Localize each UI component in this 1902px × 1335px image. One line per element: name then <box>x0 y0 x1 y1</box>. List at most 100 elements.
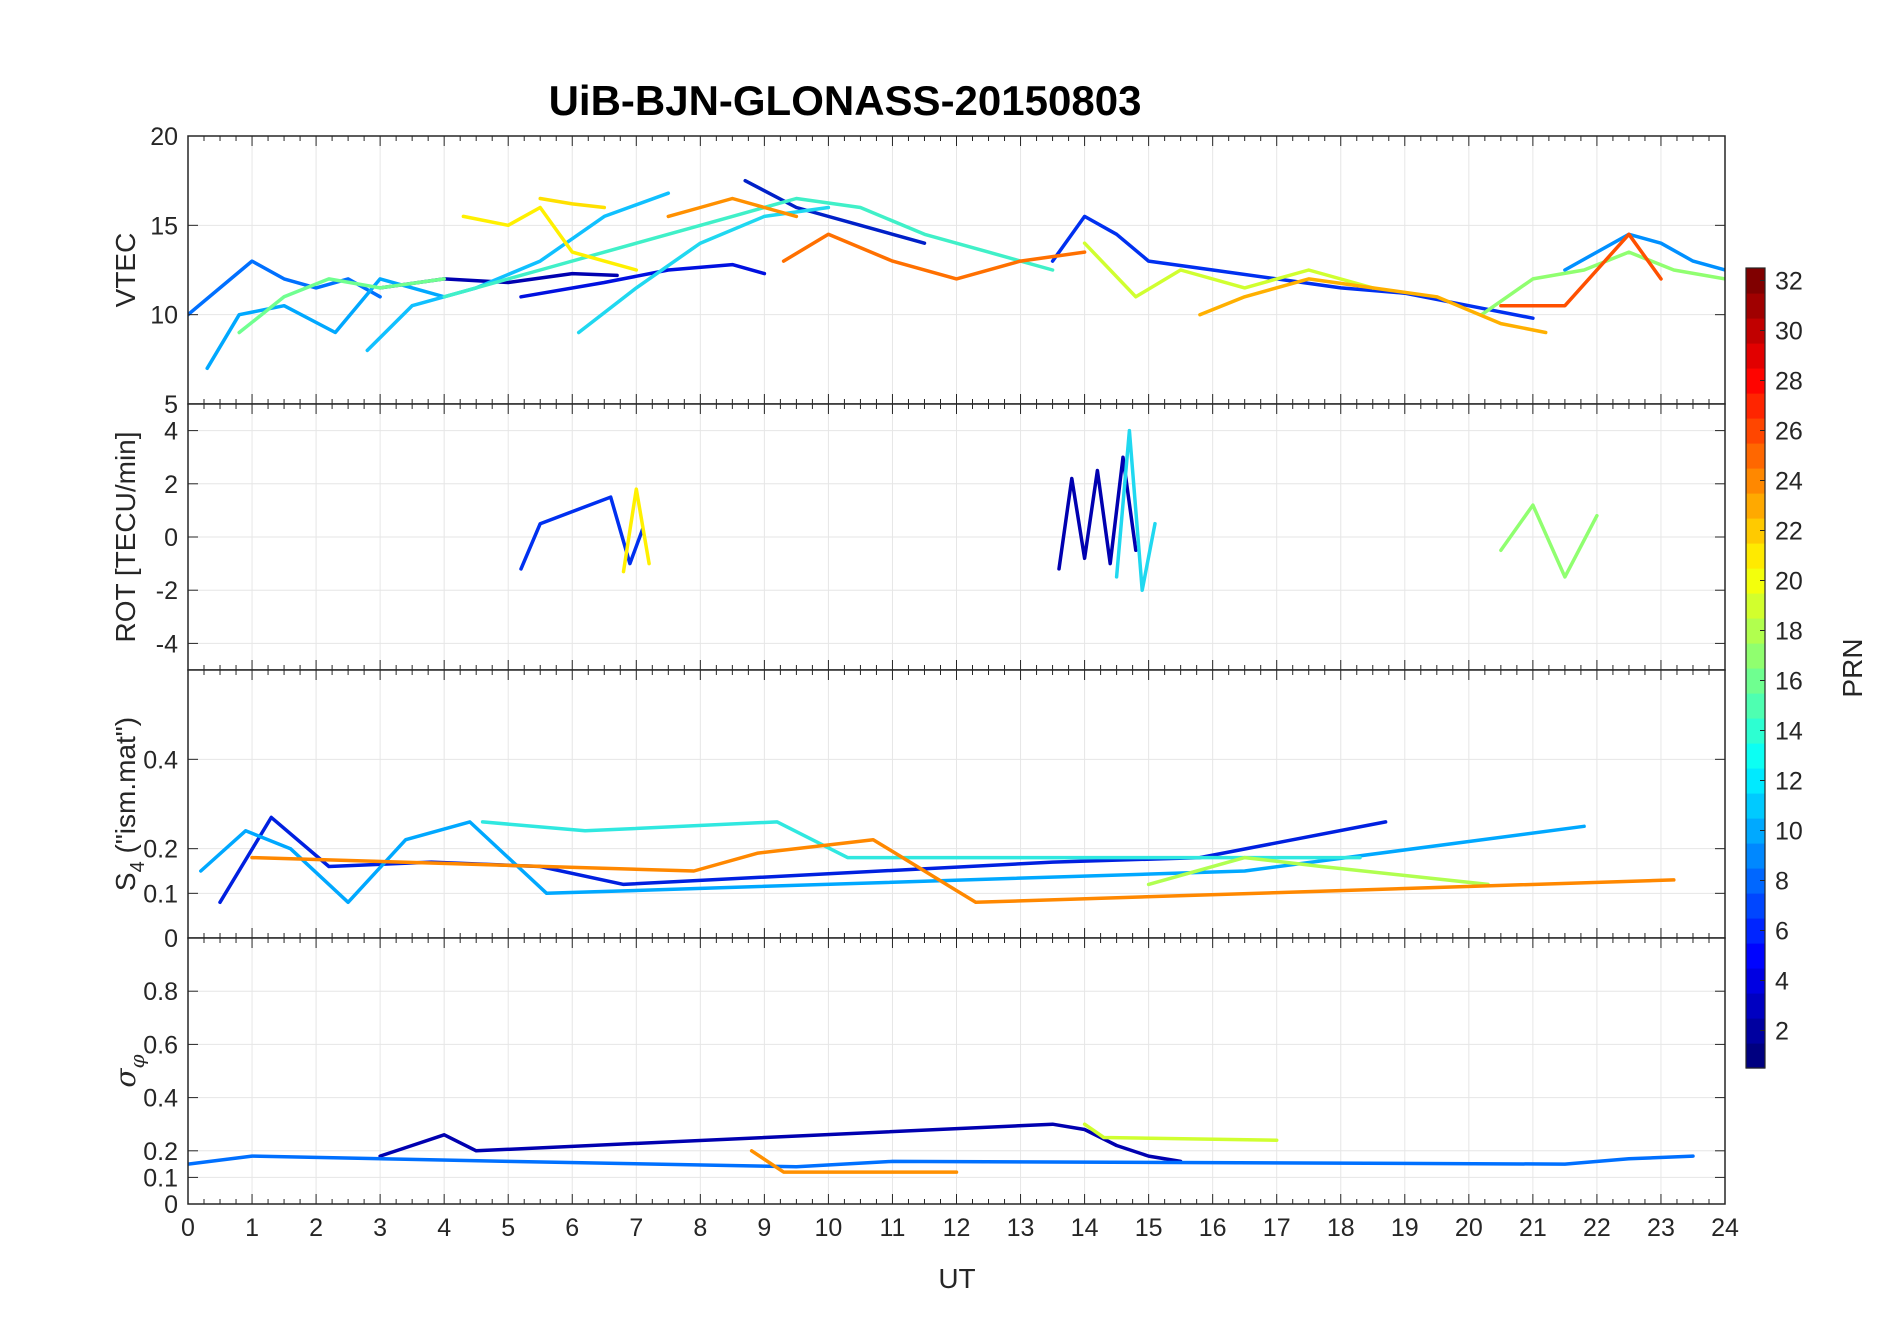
series-group-rot <box>519 428 1599 592</box>
y-axis-label-sigma: σφ <box>109 1054 149 1087</box>
chart-title: UiB-BJN-GLONASS-20150803 <box>549 77 1142 124</box>
colorbar-tick-label: 4 <box>1775 968 1789 996</box>
colorbar-segment <box>1746 993 1765 1019</box>
colorbar-segment <box>1746 868 1765 894</box>
series-line-prn-25 <box>1499 232 1663 308</box>
y-axis-label-rot: ROT [TECU/min] <box>110 431 141 642</box>
y-tick-label: 0.2 <box>143 1138 178 1166</box>
series-line-prn-5 <box>519 495 645 571</box>
x-tick-label: 12 <box>943 1214 971 1242</box>
x-tick-label: 20 <box>1455 1214 1483 1242</box>
colorbar-tick-label: 26 <box>1775 418 1803 446</box>
colorbar-tick-label: 10 <box>1775 818 1803 846</box>
y-axis-label-vtec: VTEC <box>110 233 141 308</box>
x-tick-label: 3 <box>373 1214 387 1242</box>
colorbar-segment <box>1746 743 1765 769</box>
series-line-prn-12 <box>1114 428 1157 592</box>
y-tick-label: 0.2 <box>143 836 178 864</box>
series-line-prn-8 <box>188 259 382 317</box>
series-line-prn-23 <box>666 196 799 219</box>
series-line-prn-5 <box>1050 214 1535 320</box>
y-tick-label: 0 <box>164 524 178 552</box>
x-tick-label: 17 <box>1263 1214 1291 1242</box>
colorbar-segment <box>1746 518 1765 544</box>
x-tick-label: 5 <box>501 1214 515 1242</box>
colorbar-tick-label: 20 <box>1775 568 1803 596</box>
colorbar-segment <box>1746 293 1765 319</box>
x-tick-label: 9 <box>757 1214 771 1242</box>
y-tick-label: -2 <box>156 577 178 605</box>
series-line-prn-20 <box>461 205 639 272</box>
series-line-prn-19 <box>1082 241 1375 299</box>
series-line-prn-22 <box>1198 277 1548 335</box>
colorbar-segment <box>1746 1043 1765 1069</box>
colorbar-segment <box>1746 693 1765 719</box>
x-tick-label: 16 <box>1199 1214 1227 1242</box>
series-group-vtec <box>188 178 1725 371</box>
y-axis-label-main: σ <box>109 1068 142 1088</box>
colorbar-tick-label: 24 <box>1775 468 1803 496</box>
colorbar-segment <box>1746 668 1765 694</box>
series-line-prn-10 <box>199 820 1586 905</box>
series-line-prn-18 <box>1146 855 1490 887</box>
x-tick-label: 21 <box>1519 1214 1547 1242</box>
y-axis-label-rest: ("ism.mat") <box>110 717 141 861</box>
y-tick-label: 4 <box>164 418 178 446</box>
y-tick-label: 15 <box>150 212 178 240</box>
y-tick-label: 0.4 <box>143 1085 178 1113</box>
y-tick-label: 0.8 <box>143 978 178 1006</box>
colorbar-segment <box>1746 318 1765 344</box>
colorbar-tick-label: 28 <box>1775 368 1803 396</box>
y-tick-label: 10 <box>150 302 178 330</box>
series-line-prn-14 <box>442 196 1055 299</box>
series-line-prn-23 <box>749 1149 959 1174</box>
colorbar-segment <box>1746 768 1765 794</box>
x-axis-label: UT <box>938 1263 975 1294</box>
colorbar-segment <box>1746 568 1765 594</box>
colorbar-segment <box>1746 468 1765 494</box>
y-tick-label: 20 <box>150 123 178 151</box>
series-line-prn-19 <box>1082 1122 1279 1142</box>
series-line-prn-10 <box>205 277 446 371</box>
x-tick-label: 22 <box>1583 1214 1611 1242</box>
x-tick-label: 7 <box>629 1214 643 1242</box>
x-tick-label: 4 <box>437 1214 451 1242</box>
y-axis-label-sub: φ <box>125 1054 149 1068</box>
colorbar-tick-label: 30 <box>1775 318 1803 346</box>
x-tick-label: 10 <box>815 1214 843 1242</box>
colorbar-tick-label: 18 <box>1775 618 1803 646</box>
colorbar-tick-label: 14 <box>1775 718 1803 746</box>
colorbar-segment <box>1746 593 1765 619</box>
series-group-sigma <box>188 1122 1695 1174</box>
series-line-prn-3 <box>743 178 927 245</box>
y-tick-label: 0.6 <box>143 1031 178 1059</box>
colorbar-segment <box>1746 443 1765 469</box>
colorbar-segment <box>1746 918 1765 944</box>
series-group-s4 <box>199 815 1676 905</box>
x-tick-label: 11 <box>879 1214 905 1242</box>
x-tick-label: 15 <box>1135 1214 1163 1242</box>
colorbar-segment <box>1746 543 1765 569</box>
y-tick-label: -4 <box>156 630 178 658</box>
colorbar-segment <box>1746 393 1765 419</box>
colorbar-tick-label: 32 <box>1775 268 1803 296</box>
colorbar-tick-label: 22 <box>1775 518 1803 546</box>
series-line-prn-23 <box>250 837 1676 905</box>
x-tick-label: 1 <box>245 1214 259 1242</box>
colorbar-segment <box>1746 843 1765 869</box>
x-tick-label: 18 <box>1327 1214 1355 1242</box>
colorbar-tick-label: 12 <box>1775 768 1803 796</box>
y-tick-label: 0 <box>164 1191 178 1219</box>
colorbar-segment <box>1746 1018 1765 1044</box>
series-line-prn-4 <box>519 262 767 299</box>
colorbar-label: PRN <box>1837 638 1868 697</box>
x-tick-label: 6 <box>565 1214 579 1242</box>
series-line-prn-2 <box>378 1122 1183 1164</box>
y-tick-label: 0.1 <box>143 880 178 908</box>
colorbar-tick-label: 16 <box>1775 668 1803 696</box>
y-tick-label: 0.1 <box>143 1164 178 1192</box>
panel-vtec: 5 10 15 20 VTEC <box>110 123 1726 419</box>
series-line-prn-2 <box>1057 455 1138 571</box>
panel-rot: -4 -2 0 2 4 ROT [TECU/min] <box>110 403 1726 671</box>
